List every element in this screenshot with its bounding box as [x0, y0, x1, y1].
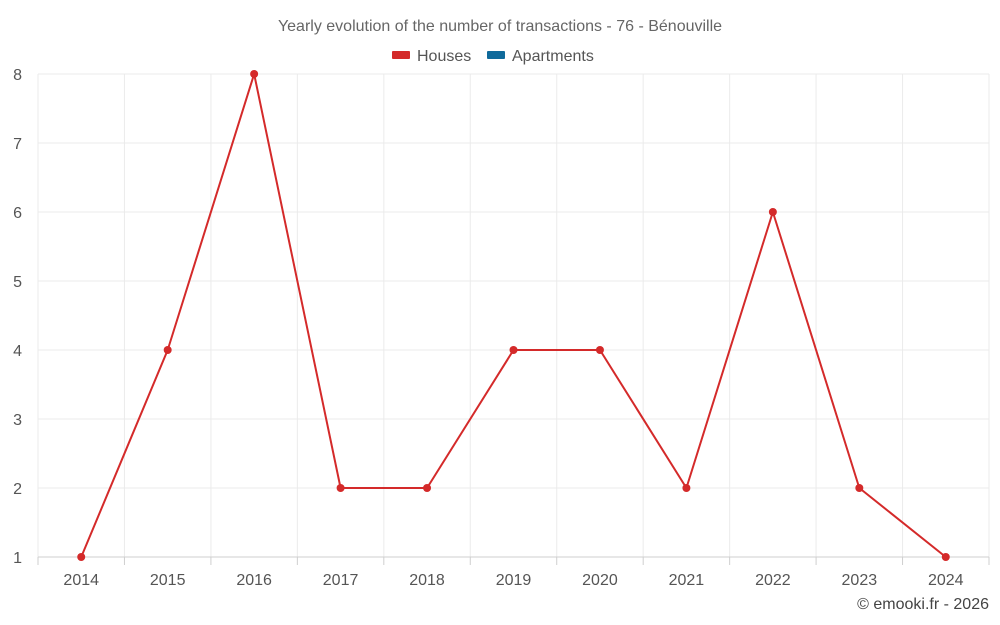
x-tick-label-2015: 2015: [150, 572, 186, 589]
x-tick-label-2016: 2016: [236, 572, 272, 589]
y-tick-labels: 1 2 3 4 5 6 7 8: [13, 67, 22, 567]
x-tick-label-2021: 2021: [669, 572, 705, 589]
data-point-2023[interactable]: [855, 484, 864, 492]
y-tick-label: 3: [13, 412, 22, 429]
y-tick-label: 4: [13, 343, 22, 360]
legend-label-houses: Houses: [417, 48, 471, 65]
credit: © emooki.fr - 2026: [857, 596, 989, 613]
legend-swatch-apartments: [487, 51, 505, 59]
data-point-2014[interactable]: [77, 553, 86, 561]
y-tick-label: 6: [13, 205, 22, 222]
y-tick-label: 5: [13, 274, 22, 291]
x-tick-label-2018: 2018: [409, 572, 445, 589]
x-tick-label-2014: 2014: [63, 572, 99, 589]
data-point-2019[interactable]: [509, 346, 518, 354]
x-tick-label-2020: 2020: [582, 572, 618, 589]
legend-item-houses[interactable]: Houses: [392, 48, 471, 65]
data-point-2016[interactable]: [250, 70, 259, 78]
legend-item-apartments[interactable]: Apartments: [487, 48, 594, 65]
grid-lines: [37, 73, 990, 557]
y-tick-label: 1: [13, 550, 22, 567]
x-tick-labels: 2014 2015 2016 2017 2018 2019 2020 2021 2022 2023…: [63, 572, 963, 589]
data-point-2021[interactable]: [682, 484, 691, 492]
x-tick-label-2023: 2023: [842, 572, 878, 589]
series-houses: [77, 70, 950, 561]
chart-title: Yearly evolution of the number of transa…: [278, 18, 722, 35]
legend-swatch-houses: [392, 51, 410, 59]
y-tick-label: 8: [13, 67, 22, 84]
y-tick-label: 2: [13, 481, 22, 498]
legend: Houses Apartments: [392, 48, 594, 65]
x-tick-label-2024: 2024: [928, 572, 964, 589]
legend-label-apartments: Apartments: [512, 48, 594, 65]
x-tick-label-2022: 2022: [755, 572, 791, 589]
data-point-2022[interactable]: [768, 208, 777, 216]
x-tick-label-2019: 2019: [496, 572, 532, 589]
y-tick-label: 7: [13, 136, 22, 153]
data-point-2017[interactable]: [336, 484, 345, 492]
x-tick-label-2017: 2017: [323, 572, 359, 589]
data-point-2018[interactable]: [423, 484, 432, 492]
data-point-2015[interactable]: [163, 346, 172, 354]
data-point-2024[interactable]: [941, 553, 950, 561]
axes: [37, 556, 990, 565]
data-point-2020[interactable]: [595, 346, 604, 354]
